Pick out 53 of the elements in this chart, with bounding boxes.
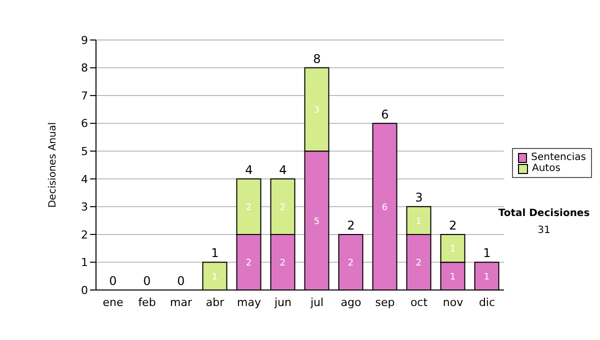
total-label: 0	[109, 274, 117, 288]
data-label: 6	[382, 202, 388, 213]
x-tick-label: mar	[170, 296, 192, 309]
total-label: 0	[143, 274, 151, 288]
x-tick-label: jul	[309, 296, 324, 309]
total-label: 6	[381, 107, 389, 122]
data-label: 1	[416, 216, 422, 227]
y-tick-label: 7	[81, 89, 88, 102]
y-tick-label: 2	[81, 228, 88, 242]
x-tick-label: ago	[340, 296, 362, 309]
y-tick-label: 9	[81, 34, 88, 47]
total-label: 1	[211, 246, 219, 260]
x-tick-label: jun	[274, 296, 292, 309]
y-tick-label: 6	[81, 117, 88, 130]
total-label: 4	[279, 162, 287, 177]
y-tick-label: 3	[81, 200, 88, 214]
x-tick-label: oct	[410, 296, 428, 309]
data-label: 1	[484, 272, 490, 282]
data-label: 5	[314, 216, 320, 227]
y-tick-label: 8	[81, 62, 88, 75]
total-label: 2	[347, 218, 355, 232]
total-label: 2	[449, 218, 457, 232]
legend-label: Sentencias	[531, 152, 586, 163]
x-tick-label: may	[237, 296, 262, 309]
x-tick-label: nov	[442, 296, 464, 309]
y-axis-title: Decisiones Anual	[48, 122, 59, 208]
x-tick-label: feb	[138, 296, 156, 309]
data-label: 2	[416, 258, 422, 268]
legend-label: Autos	[532, 163, 560, 174]
data-label: 1	[450, 244, 456, 255]
data-label: 2	[246, 202, 252, 213]
data-label: 1	[212, 272, 218, 282]
total-label: 1	[483, 246, 491, 260]
y-tick-label: 4	[81, 172, 88, 186]
data-label: 2	[246, 258, 252, 268]
total-label: 3	[415, 190, 423, 205]
y-tick-label: 0	[81, 284, 88, 297]
data-label: 2	[280, 202, 286, 213]
text: 31	[536, 225, 552, 236]
annotation: Total Decisiones	[497, 208, 591, 219]
data-label: 3	[314, 106, 320, 116]
data-label: 1	[450, 272, 456, 282]
x-tick-label: ene	[102, 296, 124, 309]
data-label: 2	[348, 258, 354, 268]
x-tick-label: abr	[206, 296, 225, 309]
x-tick-label: sep	[375, 296, 395, 309]
total-label: 4	[245, 162, 253, 177]
total-label: 0	[177, 274, 185, 288]
x-tick-label: dic	[478, 296, 496, 309]
y-tick-label: 5	[81, 145, 88, 158]
data-label: 2	[280, 258, 286, 268]
y-tick-label: 1	[81, 256, 88, 270]
total-label: 8	[313, 52, 321, 66]
